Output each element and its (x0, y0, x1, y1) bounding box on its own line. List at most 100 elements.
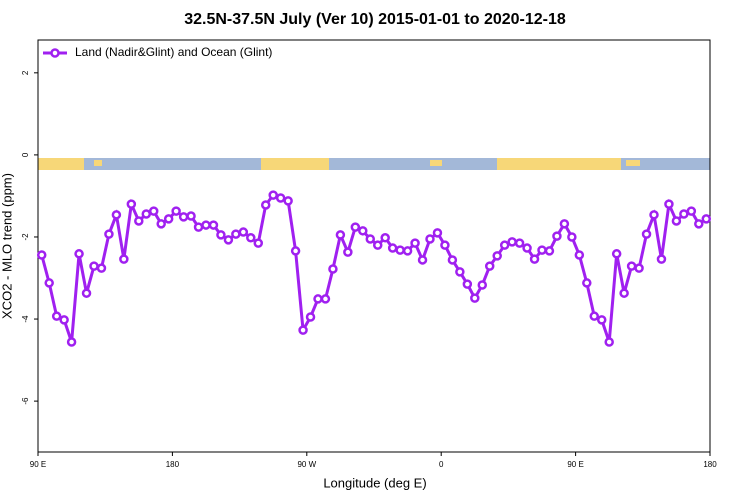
point (387, 243, 398, 253)
point (619, 288, 629, 298)
point (499, 240, 510, 250)
land-patch (430, 160, 442, 166)
point (268, 190, 278, 200)
point (313, 294, 323, 304)
point (544, 246, 555, 256)
point (104, 229, 114, 239)
y-axis-label: XCO2 - MLO trend (ppm) (0, 173, 14, 319)
y-tick-label: 2 (21, 70, 30, 75)
point (679, 209, 689, 219)
point (470, 293, 480, 303)
point (574, 250, 585, 260)
point (246, 233, 256, 243)
point (156, 219, 166, 229)
point (126, 199, 137, 209)
point (522, 243, 532, 253)
point (66, 337, 77, 347)
point (260, 200, 271, 210)
point (372, 240, 383, 250)
point (36, 250, 47, 260)
point (238, 227, 249, 237)
point (223, 235, 234, 245)
land-patch (497, 158, 621, 170)
point (567, 232, 577, 242)
point (216, 230, 226, 240)
point (283, 196, 293, 206)
land-patch (38, 158, 84, 170)
point (141, 209, 152, 219)
point (119, 254, 129, 264)
point (178, 212, 189, 222)
point (611, 249, 622, 259)
point (582, 278, 592, 288)
point (59, 315, 69, 325)
point (634, 263, 644, 273)
y-tick-label: -4 (21, 315, 30, 323)
x-tick-label: 180 (703, 460, 717, 469)
point (208, 220, 219, 230)
point (171, 206, 181, 216)
point (89, 261, 99, 271)
point (81, 288, 92, 298)
point (51, 311, 62, 321)
legend-label: Land (Nadir&Glint) and Ocean (Glint) (75, 45, 272, 59)
point (253, 238, 264, 248)
point (417, 255, 428, 265)
point (96, 263, 107, 273)
point (455, 267, 465, 277)
point (201, 220, 211, 230)
point (74, 249, 84, 259)
point (44, 278, 54, 288)
point (410, 238, 420, 248)
legend-marker (50, 48, 60, 58)
point (365, 234, 376, 244)
point (552, 231, 562, 241)
point (148, 206, 159, 216)
point (492, 251, 502, 261)
point (694, 219, 704, 229)
point (604, 337, 614, 347)
point (298, 325, 308, 335)
point (350, 222, 361, 232)
point (671, 216, 682, 226)
plot-frame (37, 39, 711, 453)
point (402, 246, 413, 256)
point (432, 228, 443, 238)
chart-title: 32.5N-37.5N July (Ver 10) 2015-01-01 to … (184, 11, 566, 28)
point (134, 216, 144, 226)
point (275, 193, 286, 203)
y-tick-label: -2 (21, 233, 30, 241)
point (305, 312, 316, 322)
x-tick-label: 90 E (567, 460, 583, 469)
point (358, 226, 368, 236)
point (186, 211, 196, 221)
land-ocean-strip (38, 158, 710, 170)
point (328, 264, 338, 274)
point (664, 199, 674, 209)
point (163, 214, 174, 224)
point (484, 261, 495, 271)
x-tick-label: 180 (166, 460, 180, 469)
point (537, 245, 547, 255)
point (111, 210, 122, 220)
point (343, 247, 353, 257)
x-tick-label: 90 W (297, 460, 316, 469)
point (514, 238, 525, 248)
point (477, 280, 488, 290)
point (335, 230, 346, 240)
point (686, 206, 697, 216)
point (656, 254, 667, 264)
point (649, 210, 659, 220)
x-tick-label: 0 (439, 460, 444, 469)
point (395, 245, 405, 255)
x-axis-label: Longitude (deg E) (323, 475, 426, 490)
land-patch (94, 160, 102, 166)
point (290, 246, 301, 256)
land-patch (626, 160, 640, 166)
point (193, 222, 204, 232)
point (507, 237, 517, 247)
point (559, 219, 570, 229)
point (641, 229, 652, 239)
